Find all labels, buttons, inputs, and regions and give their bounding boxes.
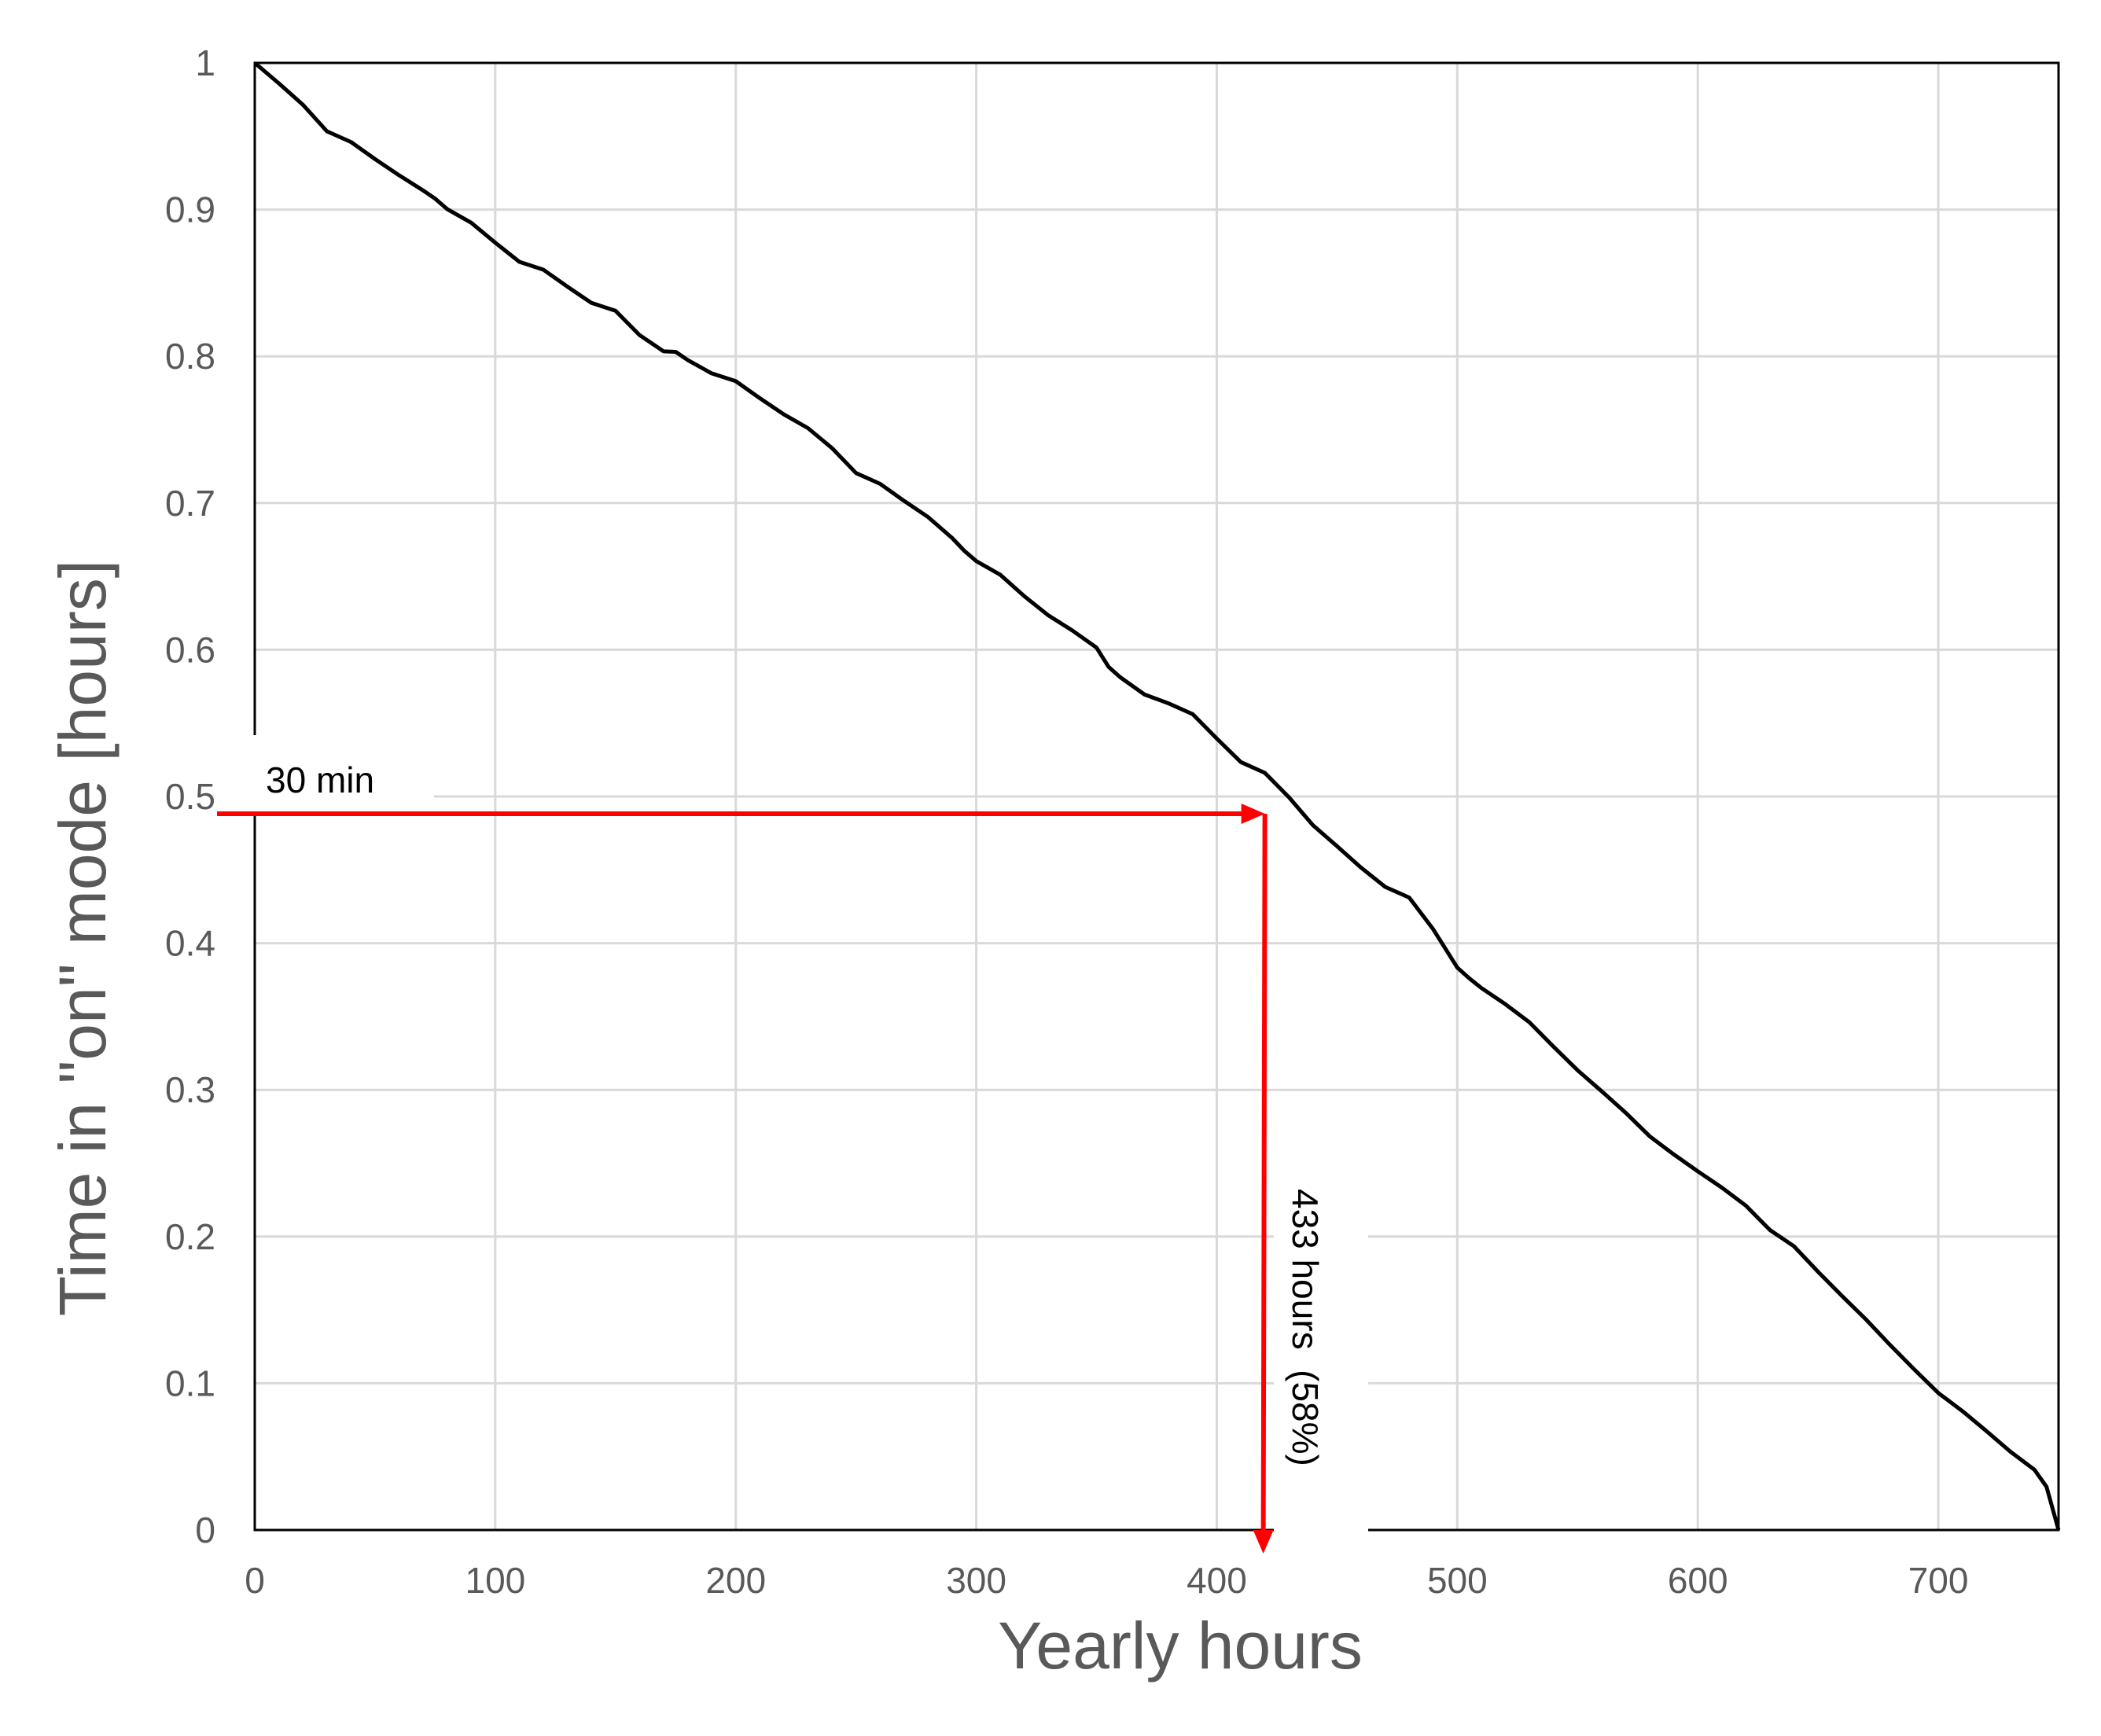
y-axis-title: Time in "on" mode [hours] (46, 560, 120, 1316)
x-tick-label: 600 (1668, 1560, 1728, 1601)
y-tick-label: 0.8 (165, 336, 215, 377)
annotation-433-hours: 433 hours (58%) (1285, 1189, 1326, 1466)
y-tick-label: 0.7 (165, 483, 215, 524)
x-tick-label: 700 (1908, 1560, 1969, 1601)
x-axis-title: Yearly hours (998, 1609, 1363, 1683)
vertical-arrow-line (1260, 813, 1268, 1531)
x-tick-label: 0 (245, 1560, 265, 1601)
annotation-label-bg (1274, 1227, 1368, 1533)
x-tick-label: 500 (1427, 1560, 1488, 1601)
y-tick-label: 1 (195, 42, 215, 83)
vertical-arrowhead (1253, 1530, 1274, 1554)
y-tick-label: 0.6 (165, 629, 215, 670)
x-tick-label: 200 (705, 1560, 766, 1601)
y-tick-label: 0.1 (165, 1363, 215, 1403)
y-tick-label: 0.9 (165, 189, 215, 230)
annotations: 30 min 433 hours (58%) (217, 735, 1368, 1554)
y-axis-tick-labels: 0 0.1 0.2 0.3 0.4 0.5 0.6 0.7 0.8 0.9 1 (165, 42, 215, 1550)
gridlines (253, 61, 2059, 1532)
y-tick-label: 0.5 (165, 776, 215, 817)
y-tick-label: 0 (195, 1510, 215, 1550)
horizontal-arrowhead (1241, 804, 1265, 824)
annotation-label-bg (245, 735, 434, 814)
y-tick-label: 0.2 (165, 1216, 215, 1257)
annotation-30-min: 30 min (266, 760, 374, 800)
data-series-line (253, 61, 2061, 1531)
x-tick-label: 100 (465, 1560, 525, 1601)
x-tick-label: 400 (1187, 1560, 1247, 1601)
y-tick-label: 0.4 (165, 923, 215, 964)
y-tick-label: 0.3 (165, 1069, 215, 1110)
x-axis-tick-labels: 0 100 200 300 400 500 600 700 (245, 1560, 1968, 1601)
x-tick-label: 300 (946, 1560, 1006, 1601)
